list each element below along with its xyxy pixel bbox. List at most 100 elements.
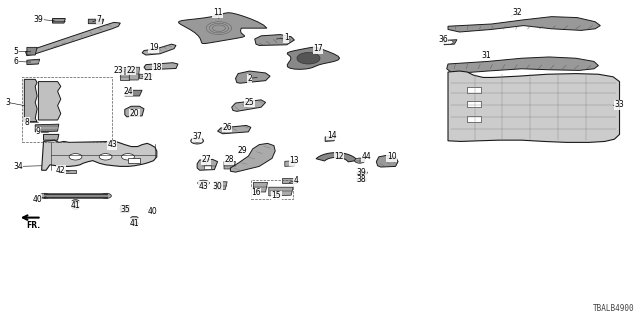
Circle shape [195, 140, 200, 142]
Circle shape [122, 154, 134, 160]
Text: 26: 26 [222, 123, 232, 132]
Text: 39: 39 [356, 168, 367, 177]
Polygon shape [357, 178, 366, 182]
Text: 14: 14 [326, 131, 337, 140]
Text: TBALB4900: TBALB4900 [593, 304, 635, 313]
Polygon shape [376, 155, 398, 167]
Polygon shape [467, 87, 481, 93]
Text: 8: 8 [24, 118, 29, 127]
Text: 12: 12 [335, 152, 344, 161]
Text: 16: 16 [251, 188, 261, 197]
Text: 22: 22 [127, 66, 136, 75]
Text: 29: 29 [237, 146, 247, 155]
Polygon shape [26, 22, 120, 56]
Polygon shape [230, 143, 275, 172]
Polygon shape [144, 63, 178, 70]
Polygon shape [44, 134, 59, 140]
Polygon shape [467, 116, 481, 122]
Circle shape [72, 205, 79, 209]
Polygon shape [204, 165, 211, 169]
Polygon shape [467, 101, 481, 107]
Polygon shape [287, 47, 340, 69]
Text: 15: 15 [271, 191, 282, 200]
Text: 32: 32 [512, 8, 522, 17]
Polygon shape [255, 35, 294, 45]
Text: 13: 13 [289, 156, 300, 165]
Polygon shape [325, 136, 335, 141]
Text: 5: 5 [13, 47, 19, 56]
Circle shape [355, 158, 365, 163]
Polygon shape [125, 90, 142, 96]
Circle shape [445, 40, 453, 44]
Polygon shape [448, 71, 620, 142]
Polygon shape [38, 82, 61, 120]
Polygon shape [52, 19, 65, 23]
Text: 11: 11 [213, 8, 222, 17]
Polygon shape [448, 17, 600, 32]
Circle shape [40, 193, 50, 198]
Polygon shape [35, 124, 59, 132]
Text: 43: 43 [198, 182, 209, 191]
Polygon shape [224, 162, 236, 169]
Polygon shape [140, 74, 152, 79]
Text: 3: 3 [5, 98, 10, 107]
Circle shape [358, 178, 365, 181]
Text: 41: 41 [70, 201, 81, 210]
Polygon shape [232, 100, 266, 111]
Text: 23: 23 [113, 66, 124, 75]
Circle shape [198, 180, 209, 186]
Text: 35: 35 [120, 205, 130, 214]
Circle shape [99, 154, 112, 160]
Polygon shape [236, 71, 270, 83]
Polygon shape [285, 161, 296, 166]
Circle shape [131, 216, 138, 220]
Circle shape [201, 182, 206, 184]
Polygon shape [27, 47, 37, 55]
Text: 21: 21 [144, 73, 153, 82]
Polygon shape [88, 19, 104, 24]
Text: 38: 38 [356, 175, 367, 184]
Text: 33: 33 [614, 100, 625, 109]
Polygon shape [24, 79, 37, 122]
Text: 40: 40 [147, 207, 157, 216]
Text: 10: 10 [387, 152, 397, 161]
Circle shape [101, 193, 111, 198]
Text: 1: 1 [284, 33, 289, 42]
Text: 2: 2 [247, 74, 252, 83]
Polygon shape [357, 172, 367, 176]
Circle shape [111, 146, 117, 149]
Text: 4: 4 [293, 176, 298, 185]
Text: 40: 40 [32, 195, 42, 204]
Polygon shape [125, 106, 144, 117]
Text: FR.: FR. [26, 221, 40, 230]
Text: 9: 9 [36, 127, 41, 136]
Text: 41: 41 [129, 219, 140, 228]
Polygon shape [253, 182, 268, 192]
Polygon shape [282, 178, 296, 183]
Text: 25: 25 [244, 98, 255, 107]
Text: 24: 24 [123, 87, 133, 96]
Text: 43: 43 [107, 140, 117, 149]
Polygon shape [316, 153, 357, 162]
Polygon shape [142, 44, 176, 55]
Circle shape [72, 200, 79, 204]
Text: 6: 6 [13, 57, 19, 66]
Text: 27: 27 [201, 156, 211, 164]
Circle shape [131, 221, 138, 225]
Text: 44: 44 [361, 152, 371, 161]
Circle shape [69, 154, 82, 160]
Text: 37: 37 [192, 132, 202, 141]
Circle shape [106, 143, 122, 151]
Polygon shape [120, 205, 129, 212]
Polygon shape [64, 170, 76, 173]
Text: 18: 18 [152, 63, 161, 72]
Polygon shape [269, 187, 293, 196]
Polygon shape [42, 140, 157, 170]
Text: 34: 34 [13, 162, 23, 171]
Text: 19: 19 [148, 44, 159, 52]
Text: 39: 39 [33, 15, 44, 24]
Polygon shape [444, 40, 457, 45]
Text: 20: 20 [129, 109, 140, 118]
Polygon shape [128, 158, 140, 163]
Circle shape [191, 138, 204, 144]
